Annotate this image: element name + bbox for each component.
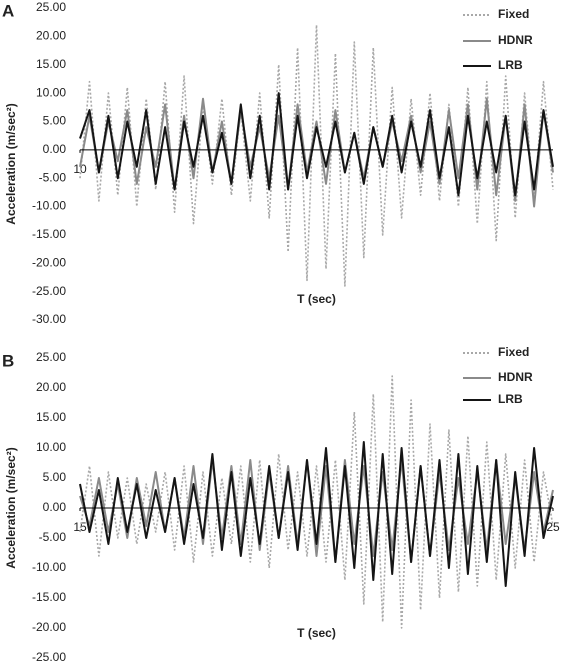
- y-tick-label: -15.00: [32, 227, 66, 241]
- y-tick-label: -25.00: [32, 650, 66, 664]
- legend-label: Fixed: [498, 345, 529, 359]
- y-tick-label: -25.00: [32, 284, 66, 298]
- y-tick-label: -15.00: [32, 590, 66, 604]
- y-tick-label: 5.00: [43, 470, 67, 484]
- y-tick-label: -5.00: [39, 530, 67, 544]
- y-tick-label: 5.00: [43, 114, 67, 128]
- series-line: [79, 92, 554, 197]
- y-axis-title: Acceleration (m/sec²): [4, 103, 18, 224]
- y-tick-label: -30.00: [32, 312, 66, 326]
- legend-label: Fixed: [498, 7, 529, 21]
- series-line: [79, 24, 554, 287]
- panel-label: A: [2, 1, 14, 20]
- y-tick-label: 10.00: [36, 85, 66, 99]
- y-tick-label: -5.00: [39, 170, 67, 184]
- x-axis-title: T (sec): [297, 626, 336, 640]
- x-tick-label: 25: [546, 520, 560, 534]
- y-tick-label: 10.00: [36, 440, 66, 454]
- y-axis-title: Acceleration (m/sec²): [4, 447, 18, 568]
- y-tick-label: 25.00: [36, 0, 66, 14]
- legend-label: HDNR: [498, 33, 533, 47]
- y-tick-label: 25.00: [36, 350, 66, 364]
- y-tick-label: -20.00: [32, 620, 66, 634]
- series-line: [79, 375, 554, 629]
- y-tick-label: 0.00: [43, 500, 67, 514]
- y-tick-label: 15.00: [36, 57, 66, 71]
- y-tick-label: -20.00: [32, 255, 66, 269]
- panel-label: B: [2, 351, 14, 370]
- legend-label: LRB: [498, 392, 523, 406]
- y-tick-label: 20.00: [36, 29, 66, 43]
- y-tick-label: -10.00: [32, 199, 66, 213]
- legend-label: LRB: [498, 58, 523, 72]
- y-tick-label: 0.00: [43, 142, 67, 156]
- y-tick-label: -10.00: [32, 560, 66, 574]
- series-line: [79, 441, 554, 587]
- y-tick-label: 20.00: [36, 380, 66, 394]
- y-tick-label: 15.00: [36, 410, 66, 424]
- legend-label: HDNR: [498, 370, 533, 384]
- x-axis-title: T (sec): [297, 292, 336, 306]
